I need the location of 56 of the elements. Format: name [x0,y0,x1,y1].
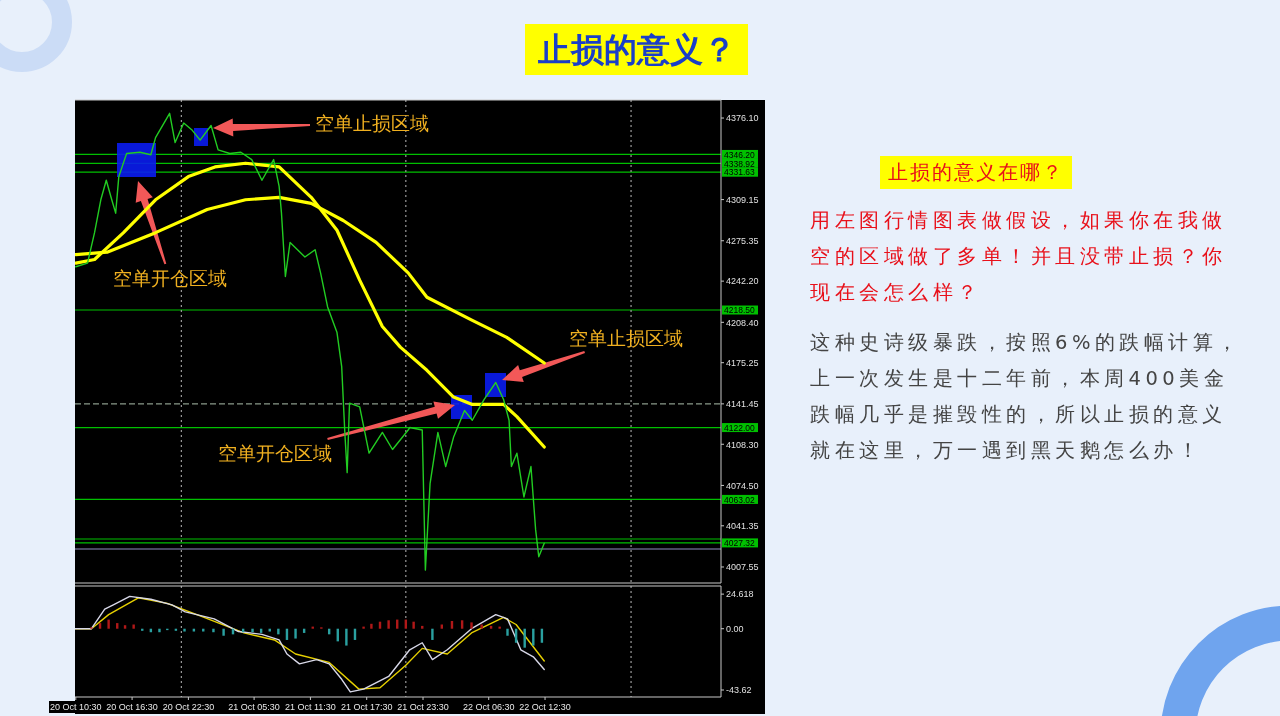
x-tick-label: 21 Oct 23:30 [397,702,449,712]
ref-line-label: 4122.00 [724,422,755,433]
text: 这种史诗级暴跌，按照6%的跌幅计算，上一次发生是十二年前，本周400美金跌幅几乎是摧毁性的，所以止损的意义就在这里，万一遇到黑天鹅怎么办！ [810,330,1242,464]
x-tick-label: 20 Oct 22:30 [162,702,215,712]
bar [212,628,215,633]
x-tick-label: 22 Oct 12:30 [519,702,571,712]
ref-line-label: 4218.50 [724,305,755,316]
annotation: 空单开仓区域 [218,442,332,464]
bar [116,623,119,629]
y-tick-label: 4208.40 [726,317,759,328]
y-tick-label: 4074.50 [726,480,759,491]
bar [98,623,102,629]
bar [107,619,110,629]
bar [222,628,225,636]
y-tick-label: 4242.20 [726,276,759,287]
y-tick-label: 4108.30 [726,439,759,450]
annotation: 空单止损区域 [569,327,683,349]
x-tick-label: 20 Oct 16:30 [106,702,158,712]
y-tick-label: 4376.10 [726,113,759,124]
bar [362,626,365,629]
annotation: 空单止损区域 [315,112,429,134]
y-tick-label: 4275.35 [726,236,759,247]
text: 止损的意义在哪？ [880,156,1072,189]
ref-line-label: 4063.02 [724,494,755,505]
y-tick-label: 0.00 [726,624,744,635]
ref-line-label: 4027.32 [724,538,755,549]
bar [498,626,501,629]
y-tick-label: 4041.35 [726,521,759,532]
y-tick-label: 4175.25 [726,358,759,368]
y-tick-label: 4007.55 [726,562,759,573]
x-tick-label: 22 Oct 06:30 [462,702,515,712]
ref-line-label: 4346.20 [724,149,755,160]
x-tick-label: 21 Oct 05:30 [228,702,280,712]
x-tick-label: 21 Oct 17:30 [340,702,393,712]
annotation: 空单开仓区域 [113,267,227,289]
y-tick-label: -43.62 [726,685,752,696]
bar [523,628,526,648]
y-tick-label: 24.618 [726,589,754,600]
bar [470,622,473,629]
bar [460,620,464,629]
bar [345,628,348,646]
bar [294,628,297,639]
y-tick-label: 4309.15 [726,194,759,205]
bar [132,624,135,629]
bar [532,628,535,646]
text: 用左图行情图表做假设，如果你在我做空的区域做了多单！并且没带止损？你现在会怎么样？ [810,208,1228,306]
ref-line-label: 4338.92 [724,158,755,169]
x-tick-label: 21 Oct 11:30 [284,702,336,712]
chart-title: 止损的意义？ [537,30,736,69]
bar [506,628,509,636]
bar [123,625,127,629]
y-tick-label: 4141.45 [726,399,759,410]
x-tick-label: 20 Oct 10:30 [50,702,102,712]
bar [158,628,161,633]
ref-line-label: 4331.63 [724,167,755,178]
bar [480,624,483,629]
